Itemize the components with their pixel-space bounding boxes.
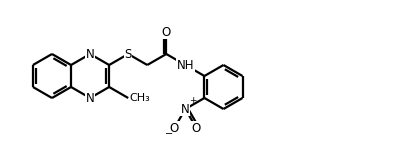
Text: N: N <box>181 102 190 116</box>
Text: O: O <box>170 122 179 135</box>
Text: O: O <box>192 122 201 135</box>
Text: −: − <box>165 129 173 139</box>
Text: O: O <box>162 26 171 38</box>
Text: N: N <box>86 92 95 105</box>
Text: S: S <box>125 47 132 60</box>
Text: N: N <box>86 47 95 60</box>
Text: +: + <box>190 96 197 105</box>
Text: CH₃: CH₃ <box>129 93 150 103</box>
Text: NH: NH <box>177 59 194 71</box>
